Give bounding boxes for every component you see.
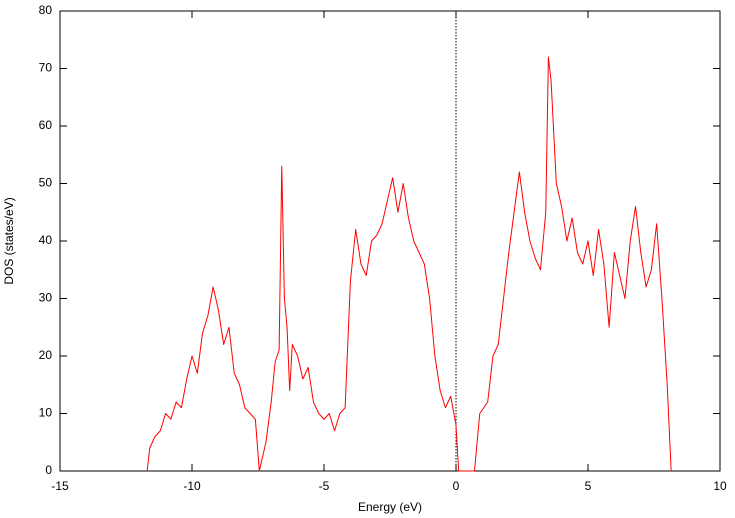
y-tick-label: 10 — [39, 406, 53, 420]
y-tick-label: 60 — [39, 118, 53, 132]
y-tick-label: 40 — [39, 233, 53, 247]
y-tick-label: 20 — [39, 348, 53, 362]
y-axis-label: DOS (states/eV) — [2, 197, 16, 284]
y-tick-label: 70 — [39, 61, 53, 75]
dos-line — [146, 56, 672, 472]
x-tick-label: 5 — [585, 479, 592, 493]
x-axis-label: Energy (eV) — [358, 500, 422, 514]
plot-border — [59, 10, 721, 472]
x-tick-label: -5 — [319, 479, 330, 493]
y-tick-label: 80 — [39, 3, 53, 17]
y-tick-label: 30 — [39, 291, 53, 305]
x-tick-label: 0 — [453, 479, 460, 493]
x-tick-label: 10 — [713, 479, 727, 493]
x-tick-label: -15 — [51, 479, 69, 493]
x-tick-label: -10 — [183, 479, 201, 493]
y-tick-label: 50 — [39, 176, 53, 190]
y-tick-label: 0 — [45, 463, 52, 477]
